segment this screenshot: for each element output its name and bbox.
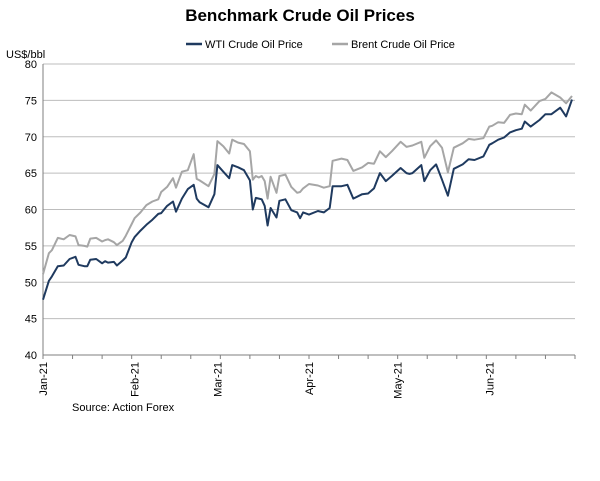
x-tick-label: Jun-21 — [484, 362, 496, 396]
source-note: Source: Action Forex — [72, 402, 175, 414]
series-line-brent — [42, 91, 573, 275]
y-tick-label: 80 — [25, 59, 37, 71]
y-tick-label: 50 — [25, 277, 37, 289]
x-tick-label: May-21 — [393, 362, 405, 399]
x-tick-label: Jan-21 — [38, 362, 50, 396]
y-tick-label: 70 — [25, 132, 37, 144]
y-tick-label: 60 — [25, 205, 37, 217]
y-tick-label: 55 — [25, 241, 37, 253]
series-line-wti — [42, 99, 573, 300]
x-tick-label: Mar-21 — [212, 362, 224, 397]
y-tick-label: 40 — [25, 350, 37, 362]
chart-title: Benchmark Crude Oil Prices — [185, 6, 415, 25]
legend-item-wti-label: WTI Crude Oil Price — [205, 39, 303, 51]
y-tick-label: 65 — [25, 168, 37, 180]
y-tick-label: 45 — [25, 314, 37, 326]
x-tick-label: Apr-21 — [304, 362, 316, 395]
y-tick-label: 75 — [25, 95, 37, 107]
legend-item-brent-label: Brent Crude Oil Price — [351, 39, 455, 51]
y-axis-unit-label: US$/bbl — [6, 49, 45, 61]
x-tick-label: Feb-21 — [130, 362, 142, 397]
